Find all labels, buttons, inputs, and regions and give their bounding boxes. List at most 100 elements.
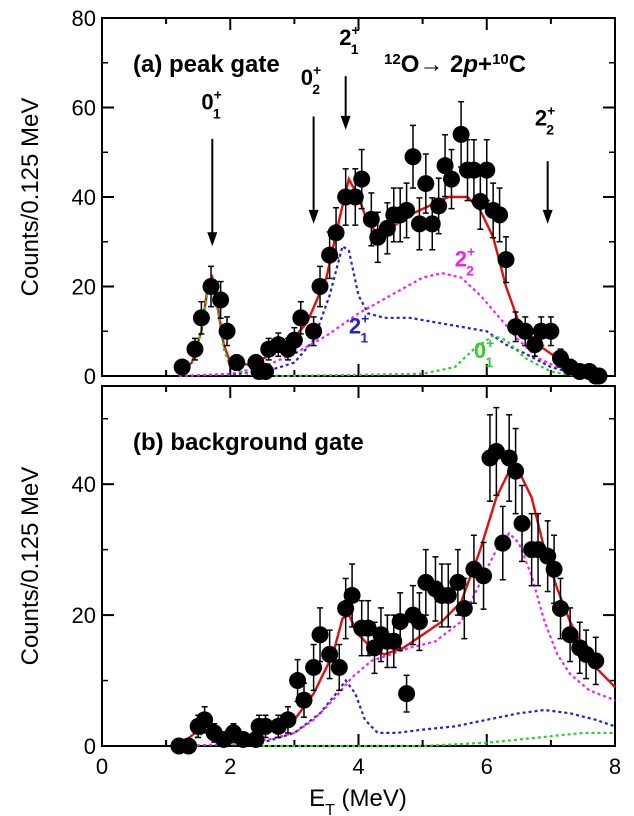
data-point xyxy=(513,514,531,532)
x-axis-title-main: E xyxy=(309,785,325,812)
data-point xyxy=(478,161,496,179)
data-point xyxy=(545,560,563,578)
x-tick-label: 6 xyxy=(481,754,493,779)
y-tick-label: 60 xyxy=(72,96,96,121)
x-tick-label: 4 xyxy=(352,754,364,779)
state-label: 2+ 1 xyxy=(339,22,359,57)
data-point xyxy=(398,685,416,703)
data-point xyxy=(257,717,275,735)
x-axis-title-unit: (MeV) xyxy=(335,785,407,812)
data-point xyxy=(359,619,377,637)
state-label: 2+ 2 xyxy=(455,243,475,278)
state-label-sub: 2 xyxy=(466,262,474,278)
state-arrow-head xyxy=(207,232,218,247)
state-label-sub: 1 xyxy=(213,106,221,122)
state-label-sup: + xyxy=(352,22,360,38)
data-point xyxy=(542,322,560,340)
data-point xyxy=(442,170,460,188)
fit-curve xyxy=(178,724,615,748)
y-tick-label: 40 xyxy=(72,185,96,210)
state-label-sub: 1 xyxy=(351,41,359,57)
fit-curve xyxy=(178,271,597,378)
x-tick-label: 2 xyxy=(224,754,236,779)
y-tick-label: 40 xyxy=(72,472,96,497)
fit-curve xyxy=(178,244,596,378)
data-point xyxy=(192,309,210,327)
x-tick-label: 0 xyxy=(96,754,108,779)
state-label-base: 2 xyxy=(535,105,547,130)
y-tick-label: 20 xyxy=(72,275,96,300)
state-arrow-head xyxy=(542,209,553,224)
data-point xyxy=(321,645,339,663)
state-arrow-head xyxy=(308,209,319,224)
data-point xyxy=(455,600,473,618)
data-point xyxy=(491,206,509,224)
reaction-part: 2 xyxy=(443,51,463,78)
data-point xyxy=(212,291,230,309)
x-tick-label: 8 xyxy=(609,754,621,779)
state-label-sub: 2 xyxy=(546,121,554,137)
data-point xyxy=(561,626,579,644)
data-point xyxy=(366,639,384,657)
x-axis-title-sub: T xyxy=(325,802,335,816)
state-label-base: 2 xyxy=(339,25,351,50)
data-point xyxy=(423,215,441,233)
data-point xyxy=(439,586,457,604)
data-point xyxy=(330,658,348,676)
data-point xyxy=(337,600,355,618)
data-point xyxy=(285,331,303,349)
panel-label: (a) peak gate xyxy=(133,51,280,78)
data-point xyxy=(475,567,493,585)
data-point xyxy=(430,197,448,215)
state-label-sup: + xyxy=(486,335,494,351)
data-point xyxy=(497,251,515,269)
data-point xyxy=(218,322,236,340)
data-point xyxy=(526,336,544,354)
reaction-part: + xyxy=(478,51,492,78)
data-point xyxy=(385,632,403,650)
y-tick-label: 20 xyxy=(72,603,96,628)
data-point xyxy=(202,278,220,295)
fit-curve xyxy=(178,531,616,748)
data-point xyxy=(353,170,371,188)
data-point xyxy=(410,215,428,233)
state-label-base: 2 xyxy=(455,246,467,271)
data-point xyxy=(410,613,428,631)
y-tick-label: 0 xyxy=(84,734,96,759)
state-label-sub: 1 xyxy=(485,354,493,370)
state-label-sup: + xyxy=(313,62,321,78)
data-point xyxy=(295,691,313,709)
state-label-sup: + xyxy=(547,102,555,118)
state-label: 0+ 1 xyxy=(201,87,221,122)
state-label-base: 0 xyxy=(201,90,213,115)
data-point xyxy=(378,219,396,237)
data-point xyxy=(186,340,204,358)
state-arrow-head xyxy=(340,115,351,130)
data-point xyxy=(507,462,525,480)
data-point xyxy=(471,192,489,210)
y-tick-label: 80 xyxy=(72,6,96,31)
data-point xyxy=(398,201,416,219)
data-point xyxy=(279,711,297,729)
fit-curve xyxy=(178,469,616,747)
state-label: 0+ 2 xyxy=(301,62,321,97)
data-point xyxy=(404,148,422,166)
data-point xyxy=(311,626,329,644)
x-axis-title: ET (MeV) xyxy=(309,785,407,816)
data-point xyxy=(587,652,605,670)
reaction-part: → xyxy=(419,51,443,78)
reaction-part: 10 xyxy=(492,51,509,68)
data-point xyxy=(436,157,454,175)
data-point xyxy=(391,613,409,631)
data-point xyxy=(327,224,345,242)
y-axis-title: Counts/0.125 MeV xyxy=(17,98,44,297)
data-point xyxy=(305,658,323,676)
state-label-base: 2 xyxy=(349,313,361,338)
data-point xyxy=(292,309,310,327)
reaction-part: p xyxy=(462,51,478,78)
data-point xyxy=(234,730,252,748)
data-point xyxy=(346,188,364,206)
state-label-sub: 2 xyxy=(312,81,320,97)
reaction-label: 12O→ 2p+10C xyxy=(384,51,526,79)
